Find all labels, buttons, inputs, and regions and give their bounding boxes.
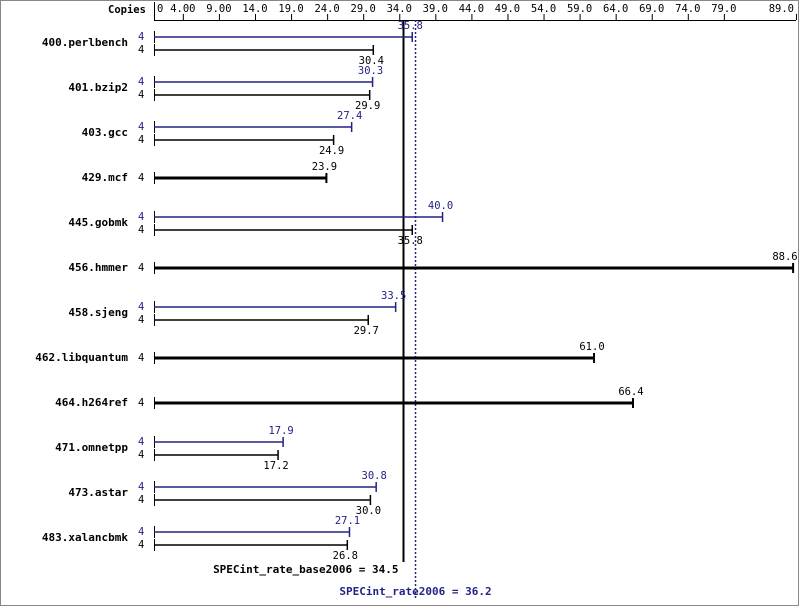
value-label: 29.9 xyxy=(355,100,380,112)
value-label: 27.4 xyxy=(337,110,362,122)
value-label: 24.9 xyxy=(319,145,344,157)
value-label: 35.8 xyxy=(398,20,423,32)
value-label: 35.8 xyxy=(398,235,423,247)
copies-label: 4 xyxy=(138,262,144,274)
value-label: 30.3 xyxy=(358,65,383,77)
copies-label: 4 xyxy=(138,89,144,101)
benchmark-name: 462.libquantum xyxy=(35,351,128,364)
x-tick-label: 64.0 xyxy=(603,3,628,15)
x-tick-label: 69.0 xyxy=(639,3,664,15)
value-label: 33.5 xyxy=(381,290,406,302)
x-tick-label: 14.0 xyxy=(242,3,267,15)
value-label: 88.6 xyxy=(772,251,797,263)
copies-label: 4 xyxy=(138,172,144,184)
copies-header: Copies xyxy=(108,4,146,16)
x-tick-label: 59.0 xyxy=(567,3,592,15)
benchmark-name: 429.mcf xyxy=(82,171,128,184)
copies-label: 4 xyxy=(138,526,144,538)
copies-label: 4 xyxy=(138,224,144,236)
value-label: 17.2 xyxy=(263,460,288,472)
copies-label: 4 xyxy=(138,44,144,56)
benchmark-name: 473.astar xyxy=(68,486,128,499)
copies-label: 4 xyxy=(138,121,144,133)
x-tick-label: 74.0 xyxy=(675,3,700,15)
copies-label: 4 xyxy=(138,134,144,146)
benchmark-name: 471.omnetpp xyxy=(55,441,128,454)
copies-label: 4 xyxy=(138,301,144,313)
x-tick-label: 44.0 xyxy=(459,3,484,15)
value-label: 40.0 xyxy=(428,200,453,212)
benchmark-name: 483.xalancbmk xyxy=(42,531,128,544)
value-label: 61.0 xyxy=(579,341,604,353)
copies-label: 4 xyxy=(138,539,144,551)
benchmark-name: 401.bzip2 xyxy=(68,81,128,94)
x-tick-label: 79.0 xyxy=(711,3,736,15)
value-label: 23.9 xyxy=(312,161,337,173)
x-tick-label: 54.0 xyxy=(531,3,556,15)
copies-label: 4 xyxy=(138,397,144,409)
x-tick-label: 24.0 xyxy=(314,3,339,15)
copies-label: 4 xyxy=(138,352,144,364)
x-tick-label: 9.00 xyxy=(206,3,231,15)
value-label: 17.9 xyxy=(268,425,293,437)
benchmark-name: 464.h264ref xyxy=(55,396,128,409)
reference-label: SPECint_rate_base2006 = 34.5 xyxy=(213,563,398,576)
value-label: 26.8 xyxy=(333,550,358,562)
copies-label: 4 xyxy=(138,76,144,88)
x-tick-label: 0 xyxy=(157,3,163,15)
copies-label: 4 xyxy=(138,481,144,493)
x-tick-label: 49.0 xyxy=(495,3,520,15)
benchmark-name: 400.perlbench xyxy=(42,36,128,49)
copies-label: 4 xyxy=(138,436,144,448)
x-tick-label: 34.0 xyxy=(387,3,412,15)
copies-label: 4 xyxy=(138,449,144,461)
copies-label: 4 xyxy=(138,31,144,43)
value-label: 30.8 xyxy=(362,470,387,482)
benchmark-name: 458.sjeng xyxy=(68,306,128,319)
value-label: 29.7 xyxy=(354,325,379,337)
x-tick-label: 39.0 xyxy=(423,3,448,15)
x-tick-label: 89.0 xyxy=(769,3,794,15)
benchmark-name: 445.gobmk xyxy=(68,216,128,229)
copies-label: 4 xyxy=(138,211,144,223)
benchmark-name: 456.hmmer xyxy=(68,261,128,274)
value-label: 30.0 xyxy=(356,505,381,517)
x-tick-label: 29.0 xyxy=(351,3,376,15)
value-label: 27.1 xyxy=(335,515,360,527)
copies-label: 4 xyxy=(138,314,144,326)
value-label: 30.4 xyxy=(359,55,384,67)
benchmark-name: 403.gcc xyxy=(82,126,128,139)
reference-label: SPECint_rate2006 = 36.2 xyxy=(339,585,491,598)
copies-label: 4 xyxy=(138,494,144,506)
value-label: 66.4 xyxy=(618,386,643,398)
x-tick-label: 19.0 xyxy=(278,3,303,15)
x-tick-label: 4.00 xyxy=(170,3,195,15)
